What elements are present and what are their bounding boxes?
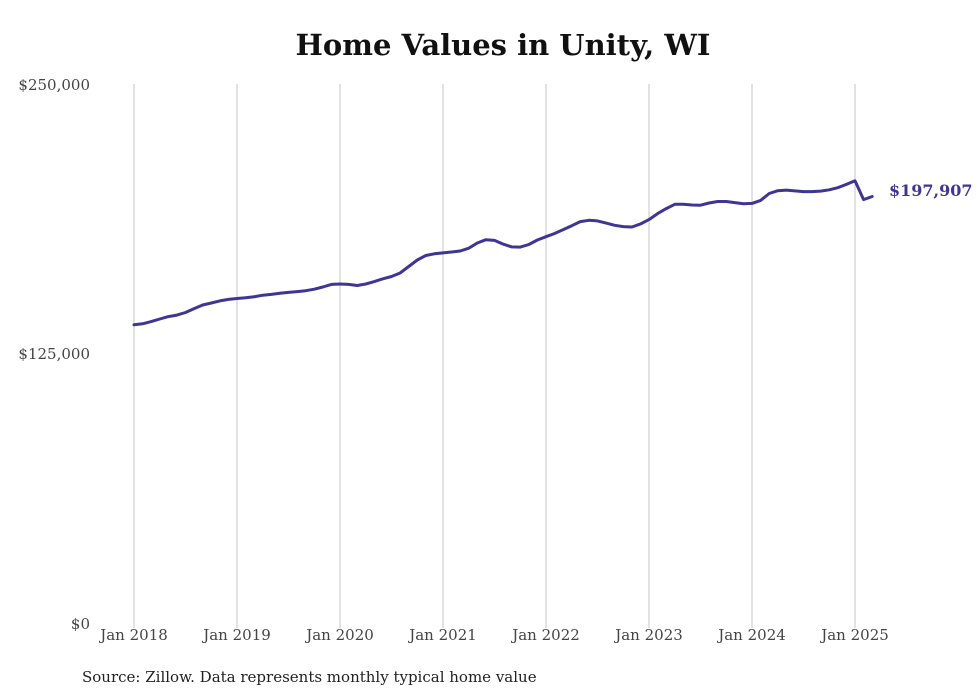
- x-tick-label: Jan 2025: [819, 626, 889, 644]
- gridlines: [133, 84, 856, 628]
- x-tick-label: Jan 2023: [613, 626, 683, 644]
- y-tick-label: $0: [71, 615, 90, 633]
- x-tick-label: Jan 2022: [510, 626, 580, 644]
- x-tick-label: Jan 2020: [304, 626, 374, 644]
- x-axis-ticks: Jan 2018 Jan 2019 Jan 2020 Jan 2021 Jan …: [98, 626, 889, 644]
- x-tick-label: Jan 2018: [98, 626, 168, 644]
- x-tick-label: Jan 2024: [716, 626, 786, 644]
- x-tick-label: Jan 2021: [407, 626, 477, 644]
- x-tick-label: Jan 2019: [201, 626, 271, 644]
- latest-value-label: $197,907: [889, 181, 973, 200]
- y-tick-label: $125,000: [18, 345, 90, 363]
- y-tick-label: $250,000: [18, 76, 90, 94]
- chart-title: Home Values in Unity, WI: [295, 28, 711, 62]
- home-value-line: [132, 179, 874, 327]
- y-axis-ticks: $250,000 $125,000 $0: [18, 76, 90, 633]
- source-note: Source: Zillow. Data represents monthly …: [82, 668, 537, 686]
